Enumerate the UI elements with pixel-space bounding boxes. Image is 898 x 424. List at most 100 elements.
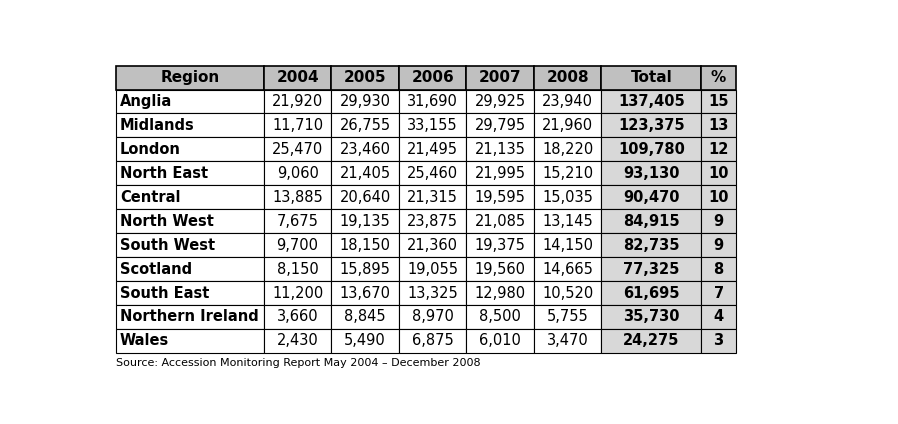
- Bar: [399, 66, 466, 89]
- Text: 21,920: 21,920: [272, 94, 323, 109]
- Text: Wales: Wales: [120, 333, 169, 349]
- Text: Scotland: Scotland: [120, 262, 192, 276]
- Text: 3: 3: [714, 333, 724, 349]
- Text: 61,695: 61,695: [623, 285, 680, 301]
- Text: 21,135: 21,135: [475, 142, 525, 157]
- Text: 10,520: 10,520: [542, 285, 594, 301]
- Bar: [331, 185, 399, 209]
- Bar: [466, 89, 534, 114]
- Bar: [399, 162, 466, 185]
- Bar: [331, 209, 399, 233]
- Bar: [534, 137, 602, 162]
- Text: 3,660: 3,660: [277, 310, 319, 324]
- Text: 84,915: 84,915: [623, 214, 680, 229]
- Text: Midlands: Midlands: [120, 118, 195, 133]
- Bar: [701, 233, 735, 257]
- Bar: [466, 329, 534, 353]
- Bar: [264, 185, 331, 209]
- Bar: [701, 281, 735, 305]
- Text: 25,470: 25,470: [272, 142, 323, 157]
- Text: 18,150: 18,150: [339, 237, 391, 253]
- Bar: [331, 233, 399, 257]
- Bar: [331, 114, 399, 137]
- Text: 93,130: 93,130: [623, 166, 680, 181]
- Bar: [331, 257, 399, 281]
- Text: 2007: 2007: [479, 70, 522, 85]
- Bar: [331, 305, 399, 329]
- Bar: [701, 162, 735, 185]
- Bar: [116, 162, 264, 185]
- Bar: [331, 329, 399, 353]
- Text: 23,875: 23,875: [407, 214, 458, 229]
- Text: %: %: [711, 70, 726, 85]
- Bar: [331, 137, 399, 162]
- Text: 2006: 2006: [411, 70, 454, 85]
- Text: 137,405: 137,405: [618, 94, 685, 109]
- Text: 15,035: 15,035: [542, 190, 594, 205]
- Bar: [331, 162, 399, 185]
- Bar: [701, 66, 735, 89]
- Bar: [602, 137, 701, 162]
- Text: 15,210: 15,210: [542, 166, 594, 181]
- Text: 21,405: 21,405: [339, 166, 391, 181]
- Bar: [466, 305, 534, 329]
- Bar: [466, 162, 534, 185]
- Bar: [399, 257, 466, 281]
- Bar: [116, 137, 264, 162]
- Text: London: London: [120, 142, 180, 157]
- Bar: [466, 137, 534, 162]
- Text: 9,700: 9,700: [277, 237, 319, 253]
- Text: 14,665: 14,665: [542, 262, 594, 276]
- Bar: [399, 281, 466, 305]
- Text: Northern Ireland: Northern Ireland: [120, 310, 259, 324]
- Text: 18,220: 18,220: [542, 142, 594, 157]
- Bar: [466, 66, 534, 89]
- Text: 8: 8: [714, 262, 724, 276]
- Text: 4: 4: [714, 310, 724, 324]
- Bar: [331, 281, 399, 305]
- Text: 21,995: 21,995: [475, 166, 525, 181]
- Bar: [602, 162, 701, 185]
- Bar: [534, 281, 602, 305]
- Bar: [116, 329, 264, 353]
- Bar: [701, 305, 735, 329]
- Text: 77,325: 77,325: [623, 262, 680, 276]
- Bar: [116, 281, 264, 305]
- Bar: [534, 114, 602, 137]
- Bar: [602, 305, 701, 329]
- Bar: [701, 137, 735, 162]
- Bar: [116, 66, 264, 89]
- Text: Anglia: Anglia: [120, 94, 172, 109]
- Text: 7: 7: [714, 285, 724, 301]
- Bar: [534, 305, 602, 329]
- Text: 11,200: 11,200: [272, 285, 323, 301]
- Text: 13,670: 13,670: [339, 285, 391, 301]
- Bar: [399, 114, 466, 137]
- Bar: [466, 114, 534, 137]
- Text: 19,560: 19,560: [475, 262, 525, 276]
- Text: 29,925: 29,925: [475, 94, 525, 109]
- Bar: [602, 281, 701, 305]
- Text: 19,135: 19,135: [339, 214, 391, 229]
- Bar: [264, 137, 331, 162]
- Text: 13,885: 13,885: [272, 190, 323, 205]
- Bar: [399, 89, 466, 114]
- Bar: [264, 89, 331, 114]
- Text: 15,895: 15,895: [339, 262, 391, 276]
- Bar: [264, 257, 331, 281]
- Text: 2008: 2008: [546, 70, 589, 85]
- Bar: [116, 89, 264, 114]
- Text: 21,315: 21,315: [407, 190, 458, 205]
- Text: 6,875: 6,875: [412, 333, 453, 349]
- Text: 10: 10: [709, 166, 729, 181]
- Text: 2005: 2005: [344, 70, 386, 85]
- Bar: [116, 185, 264, 209]
- Bar: [116, 233, 264, 257]
- Bar: [264, 66, 331, 89]
- Text: North East: North East: [120, 166, 208, 181]
- Text: 21,360: 21,360: [407, 237, 458, 253]
- Text: 21,085: 21,085: [475, 214, 525, 229]
- Text: 10: 10: [709, 190, 729, 205]
- Text: 13: 13: [709, 118, 729, 133]
- Bar: [701, 114, 735, 137]
